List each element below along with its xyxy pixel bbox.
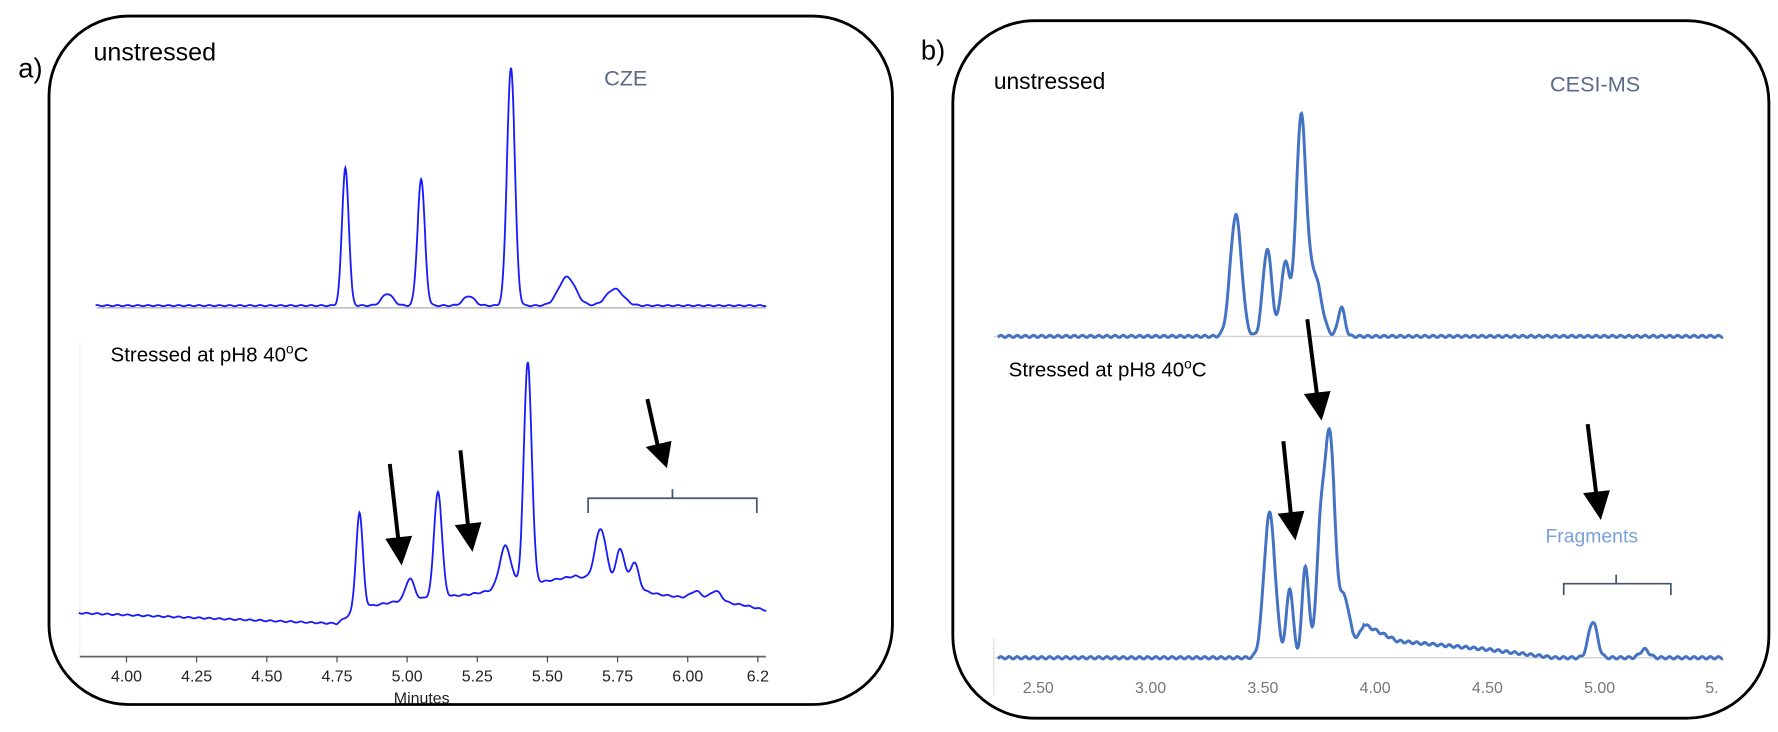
- cesi-unstressed-trace: [997, 110, 1724, 339]
- cze-unstressed-trace: [95, 67, 767, 308]
- panel-a-letter: a): [18, 53, 42, 84]
- x-tick-label: 6.00: [672, 669, 703, 686]
- x-tick-label: 6.2: [747, 669, 769, 686]
- arrow-icon: [1303, 319, 1331, 421]
- arrow-icon: [645, 398, 672, 469]
- panel-b: 2.50 3.00 3.50 4.00 4.50 5.00 5. unstressed CE…: [951, 19, 1771, 720]
- panel-b-bottom-label: Stressed at pH8 40oC: [1009, 356, 1207, 381]
- x-tick-label: 5.00: [1584, 680, 1615, 697]
- panel-b-method: CESI-MS: [1550, 71, 1640, 96]
- panel-a-method: CZE: [604, 66, 647, 91]
- panel-a-bottom-label: Stressed at pH8 40oC: [111, 341, 309, 366]
- panel-a-border: [47, 14, 894, 706]
- x-tick-label: 4.50: [251, 669, 282, 686]
- x-tick-label: 4.00: [1360, 680, 1391, 697]
- panel-b-top-label: unstressed: [994, 68, 1105, 94]
- panel-a-arrows: [385, 398, 672, 566]
- x-tick-label: 4.50: [1472, 680, 1503, 697]
- x-tick-label: 4.25: [181, 669, 212, 686]
- cze-stressed-trace: [78, 361, 767, 626]
- x-tick-label: 4.00: [111, 669, 142, 686]
- arrow-icon: [1583, 423, 1610, 520]
- panel-b-bracket: [1562, 574, 1672, 596]
- panel-a-top-label: unstressed: [93, 39, 216, 67]
- x-tick-label: 5.00: [392, 669, 423, 686]
- x-tick-label: 5.50: [532, 669, 563, 686]
- fragments-annotation: Fragments: [1545, 526, 1638, 548]
- x-tick-label: 3.50: [1247, 680, 1278, 697]
- x-tick-label: 5.75: [602, 669, 633, 686]
- cesi-stressed-trace: [996, 426, 1724, 661]
- panel-b-letter: b): [921, 34, 945, 65]
- x-tick-label: 5.: [1705, 680, 1718, 697]
- x-tick-label: 3.00: [1135, 680, 1166, 697]
- arrow-icon: [385, 463, 413, 566]
- panel-a: 4.00 4.25 4.50 4.75 5.00 5.25 5.50 5.75 6.00 6.2 …: [47, 14, 894, 707]
- x-tick-label: 4.75: [321, 669, 352, 686]
- x-tick-label: 2.50: [1023, 680, 1054, 697]
- arrow-icon: [454, 450, 482, 552]
- panel-b-border: [951, 19, 1771, 720]
- panel-b-arrows: [1277, 319, 1610, 541]
- x-tick-label: 5.25: [462, 669, 493, 686]
- panel-a-bracket: [587, 489, 758, 514]
- arrow-icon: [1277, 441, 1305, 541]
